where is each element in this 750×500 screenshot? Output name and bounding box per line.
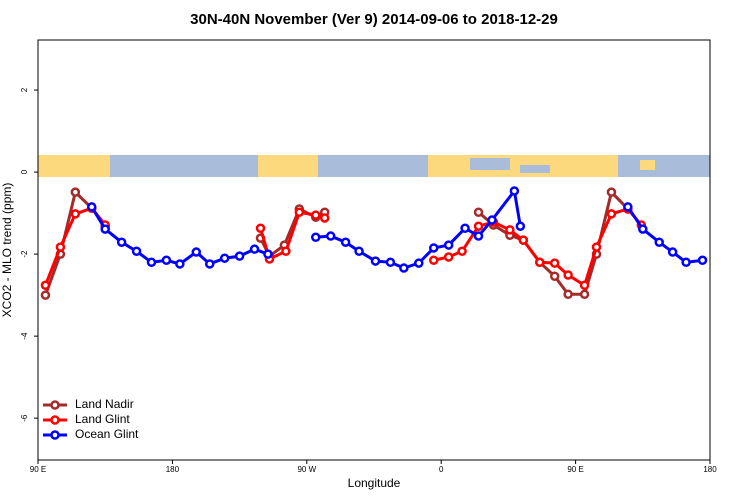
data-point (487, 215, 497, 225)
y-tick-label: -4 (20, 332, 29, 340)
data-point (697, 255, 708, 266)
data-point (563, 270, 573, 280)
y-axis-label: XCO2 - MLO trend (ppm) (0, 183, 14, 318)
chart-title: 30N-40N November (Ver 9) 2014-09-06 to 2… (190, 11, 558, 28)
data-point (623, 202, 633, 212)
plot-frame (37, 39, 711, 461)
x-tick-label: 90 E (30, 465, 46, 474)
data-point (428, 243, 439, 253)
x-tick-label: 180 (703, 465, 717, 474)
data-point (579, 280, 590, 291)
data-point (311, 232, 321, 243)
data-point (281, 246, 291, 256)
data-point (681, 257, 691, 268)
data-point (370, 256, 381, 266)
data-point (191, 247, 202, 257)
data-point (70, 187, 81, 197)
data-point (55, 242, 66, 252)
x-tick-label: 180 (166, 465, 180, 474)
series-line (90, 187, 703, 270)
legend-marker (50, 415, 60, 425)
legend-marker (50, 430, 60, 440)
data-point (473, 231, 484, 241)
data-point (249, 244, 260, 254)
data-point (563, 289, 573, 300)
data-point (294, 207, 305, 218)
data-point (638, 224, 648, 234)
data-point (549, 271, 560, 281)
data-point (116, 237, 127, 247)
data-point (505, 225, 515, 235)
data-point (460, 223, 470, 234)
legend-label: Land Nadir (75, 397, 134, 411)
data-point (131, 246, 142, 256)
x-axis-label: Longitude (348, 476, 401, 490)
map-strip (38, 155, 710, 177)
data-point (443, 252, 454, 262)
data-point (255, 223, 266, 234)
data-point (385, 257, 396, 268)
legend-marker (50, 400, 60, 410)
data-point (40, 280, 51, 291)
legend-label: Land Glint (75, 412, 130, 426)
data-point (175, 259, 185, 269)
data-point (579, 289, 590, 300)
data-point (473, 207, 484, 218)
data-point (428, 255, 439, 266)
data-point (161, 255, 172, 266)
data-point (204, 259, 215, 269)
legend-label: Ocean Glint (75, 427, 139, 441)
y-tick-label: 0 (20, 169, 29, 174)
data-point (549, 258, 560, 268)
data-point (319, 213, 330, 223)
y-tick-label: 2 (20, 87, 29, 92)
data-point (654, 237, 664, 247)
y-tick-label: -6 (20, 414, 29, 422)
data-point (340, 237, 351, 247)
x-tick-label: 0 (439, 465, 444, 474)
data-point (263, 249, 273, 259)
data-point (518, 235, 529, 245)
data-point (354, 246, 364, 256)
x-tick-label: 90 E (567, 465, 583, 474)
data-point (535, 257, 545, 268)
data-point (606, 209, 617, 219)
data-point (515, 221, 526, 231)
data-point (399, 263, 409, 273)
data-point (219, 253, 230, 263)
data-point (234, 251, 245, 261)
data-point (667, 247, 678, 257)
y-tick-label: -2 (20, 250, 29, 258)
data-point (311, 210, 321, 220)
series-line (44, 189, 629, 296)
data-point (509, 186, 520, 196)
data-point (100, 224, 110, 234)
data-point (325, 231, 336, 241)
data-point (414, 258, 424, 268)
x-tick-label: 90 W (297, 465, 316, 474)
data-point (591, 242, 602, 252)
data-point (87, 202, 97, 212)
data-point (40, 290, 51, 300)
data-point (473, 221, 484, 231)
data-point (70, 209, 81, 219)
data-point (457, 246, 467, 256)
data-point (146, 257, 157, 268)
data-point (606, 187, 617, 197)
data-point (443, 240, 454, 250)
